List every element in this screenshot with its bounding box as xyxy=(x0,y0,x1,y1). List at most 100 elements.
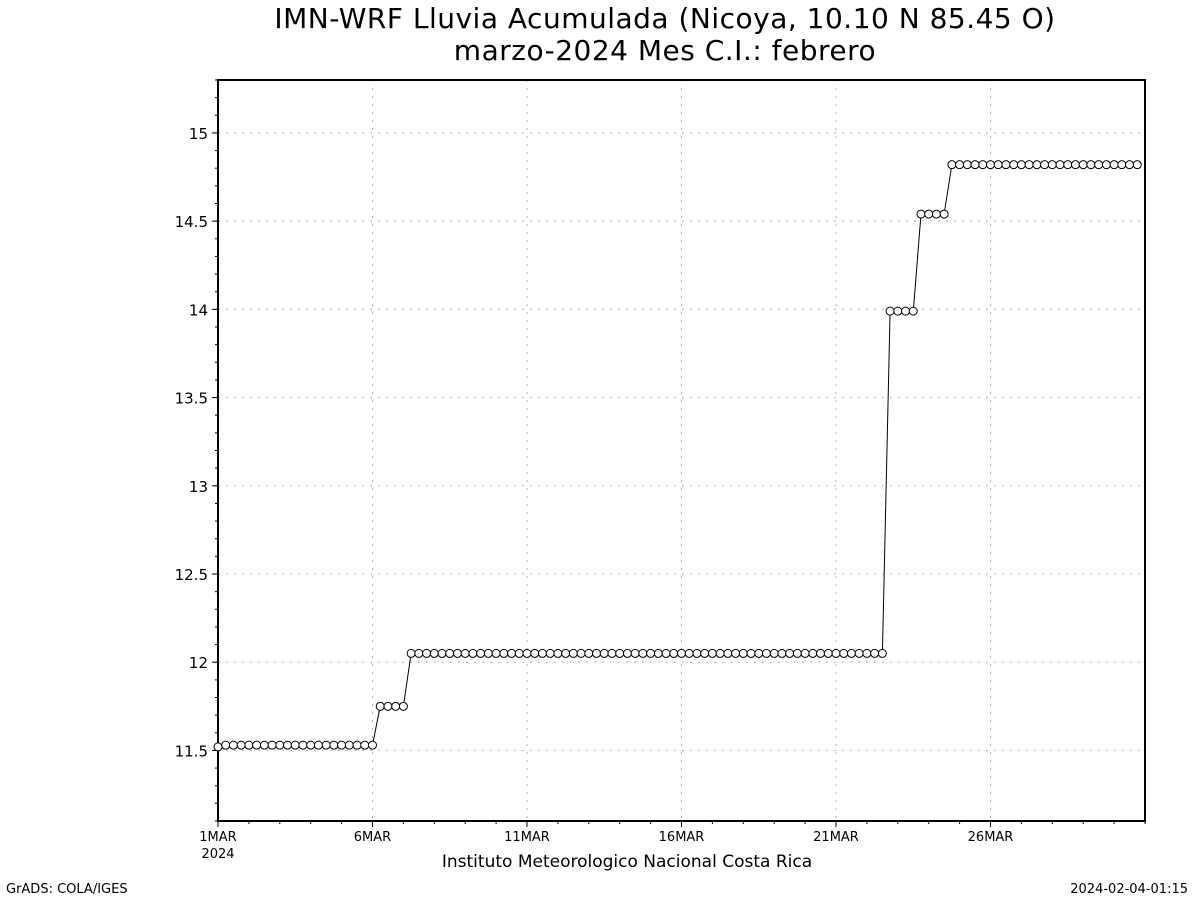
chart-canvas: 11.5 12 12.5 13 13.5 14 14.5 15 1MAR 6MAR 11MAR 16… xyxy=(175,79,1146,862)
x-tick-label: 21MAR xyxy=(813,830,859,845)
data-point xyxy=(800,648,810,658)
data-point xyxy=(1132,160,1142,170)
data-point xyxy=(1109,160,1119,170)
data-point xyxy=(592,648,602,658)
data-point xyxy=(545,648,555,658)
data-point xyxy=(306,740,316,750)
grid-lines xyxy=(218,80,1145,821)
data-point xyxy=(429,648,439,658)
y-tick-label: 13 xyxy=(189,478,208,496)
data-point xyxy=(398,701,408,711)
data-point xyxy=(553,648,563,658)
data-point xyxy=(228,740,238,750)
data-point xyxy=(452,648,462,658)
y-tick-label: 14 xyxy=(189,301,208,319)
data-point xyxy=(514,648,524,658)
series-line xyxy=(217,164,1138,748)
y-tick-label: 12 xyxy=(189,654,208,672)
data-point xyxy=(862,648,872,658)
data-point xyxy=(908,306,918,316)
data-point xyxy=(761,648,771,658)
y-tick-label: 11.5 xyxy=(175,742,208,760)
data-point xyxy=(337,740,347,750)
x-tick-label: 11MAR xyxy=(504,830,550,845)
data-point xyxy=(1040,160,1050,170)
data-point xyxy=(259,740,269,750)
data-point xyxy=(978,160,988,170)
data-point xyxy=(646,648,656,658)
x-tick-label: 16MAR xyxy=(659,830,705,845)
data-point xyxy=(931,209,941,219)
data-point xyxy=(252,740,262,750)
data-point xyxy=(1009,160,1019,170)
data-point xyxy=(746,648,756,658)
y-axis: 11.5 12 12.5 13 13.5 14 14.5 15 xyxy=(175,79,218,822)
data-point xyxy=(283,740,293,750)
data-point xyxy=(368,740,377,750)
data-point xyxy=(769,648,779,658)
data-point xyxy=(924,209,934,219)
y-tick-label: 15 xyxy=(189,125,208,143)
data-point xyxy=(893,306,903,316)
grads-credit: GrADS: COLA/IGES xyxy=(6,882,128,897)
chart-title: IMN-WRF Lluvia Acumulada (Nicoya, 10.10 … xyxy=(274,2,1056,35)
y-tick-label: 14.5 xyxy=(175,213,208,231)
data-point xyxy=(507,648,517,658)
data-point xyxy=(344,740,354,750)
data-point xyxy=(754,648,764,658)
data-point xyxy=(476,648,486,658)
data-point xyxy=(669,648,679,658)
data-point xyxy=(1055,160,1065,170)
timestamp: 2024-02-04-01:15 xyxy=(1070,882,1188,897)
data-point xyxy=(715,648,725,658)
data-point xyxy=(313,740,323,750)
data-point xyxy=(731,648,741,658)
data-point xyxy=(599,648,609,658)
data-point xyxy=(329,740,339,750)
data-point xyxy=(692,648,702,658)
data-point xyxy=(1094,160,1104,170)
data-point xyxy=(1070,160,1080,170)
data-point xyxy=(962,160,972,170)
data-point xyxy=(568,648,578,658)
data-point xyxy=(483,648,493,658)
data-point xyxy=(460,648,470,658)
data-point xyxy=(352,740,362,750)
data-point xyxy=(584,648,594,658)
data-point xyxy=(615,648,625,658)
data-point xyxy=(955,160,965,170)
series-markers xyxy=(213,160,1142,752)
data-point xyxy=(236,740,246,750)
data-point xyxy=(630,648,640,658)
data-point xyxy=(653,648,663,658)
data-point xyxy=(576,648,586,658)
plot-frame xyxy=(217,79,1146,822)
x-axis: 1MAR 6MAR 11MAR 16MAR 21MAR 26MAR 2024 xyxy=(199,821,1146,862)
data-point xyxy=(939,209,949,219)
x-tick-label: 26MAR xyxy=(968,830,1014,845)
data-point xyxy=(870,648,880,658)
data-point xyxy=(700,648,710,658)
data-point xyxy=(1125,160,1135,170)
data-point xyxy=(785,648,795,658)
data-point xyxy=(275,740,285,750)
y-tick-label: 13.5 xyxy=(175,390,208,408)
data-point xyxy=(491,648,501,658)
data-point xyxy=(1032,160,1042,170)
data-point xyxy=(831,648,841,658)
data-point xyxy=(661,648,671,658)
data-point xyxy=(537,648,547,658)
data-point xyxy=(854,648,864,658)
data-point xyxy=(391,701,401,711)
data-point xyxy=(993,160,1003,170)
data-point xyxy=(607,648,617,658)
data-point xyxy=(383,701,393,711)
data-point xyxy=(499,648,509,658)
data-point xyxy=(1001,160,1011,170)
data-point xyxy=(1016,160,1026,170)
x-tick-label: 6MAR xyxy=(354,830,391,845)
data-point xyxy=(839,648,849,658)
data-point xyxy=(684,648,694,658)
data-point xyxy=(1063,160,1073,170)
data-point xyxy=(375,701,385,711)
